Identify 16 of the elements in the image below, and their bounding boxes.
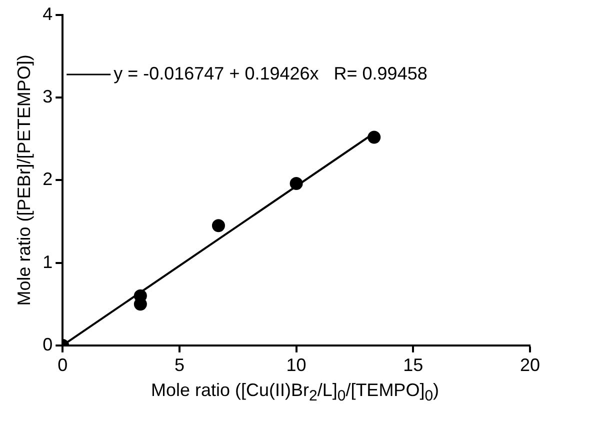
legend-label: y = -0.016747 + 0.19426x R= 0.99458 <box>114 63 428 84</box>
x-tick-label: 0 <box>58 355 68 376</box>
point <box>290 177 303 190</box>
x-tick-label: 20 <box>520 355 540 376</box>
point <box>368 130 381 144</box>
point <box>212 219 225 232</box>
x-axis-title: Mole ratio ([Cu(II)Br$_{2}$/L]$_{0}$/[TEMPO]$_{0}$) <box>150 380 440 405</box>
y-tick-label: 2 <box>42 169 53 190</box>
x-tick-label: 5 <box>174 355 184 376</box>
x-tick-label: 15 <box>403 355 424 376</box>
y-tick-label: 0 <box>42 334 53 354</box>
x-tick-label: 10 <box>286 355 306 376</box>
y-tick-label: 1 <box>42 252 53 272</box>
y-axis-title: Mole ratio ([PEBr]/[PETEMPO]) <box>14 54 34 306</box>
y-tick-label: 3 <box>42 86 53 107</box>
y-tick-label: 4 <box>42 4 53 24</box>
